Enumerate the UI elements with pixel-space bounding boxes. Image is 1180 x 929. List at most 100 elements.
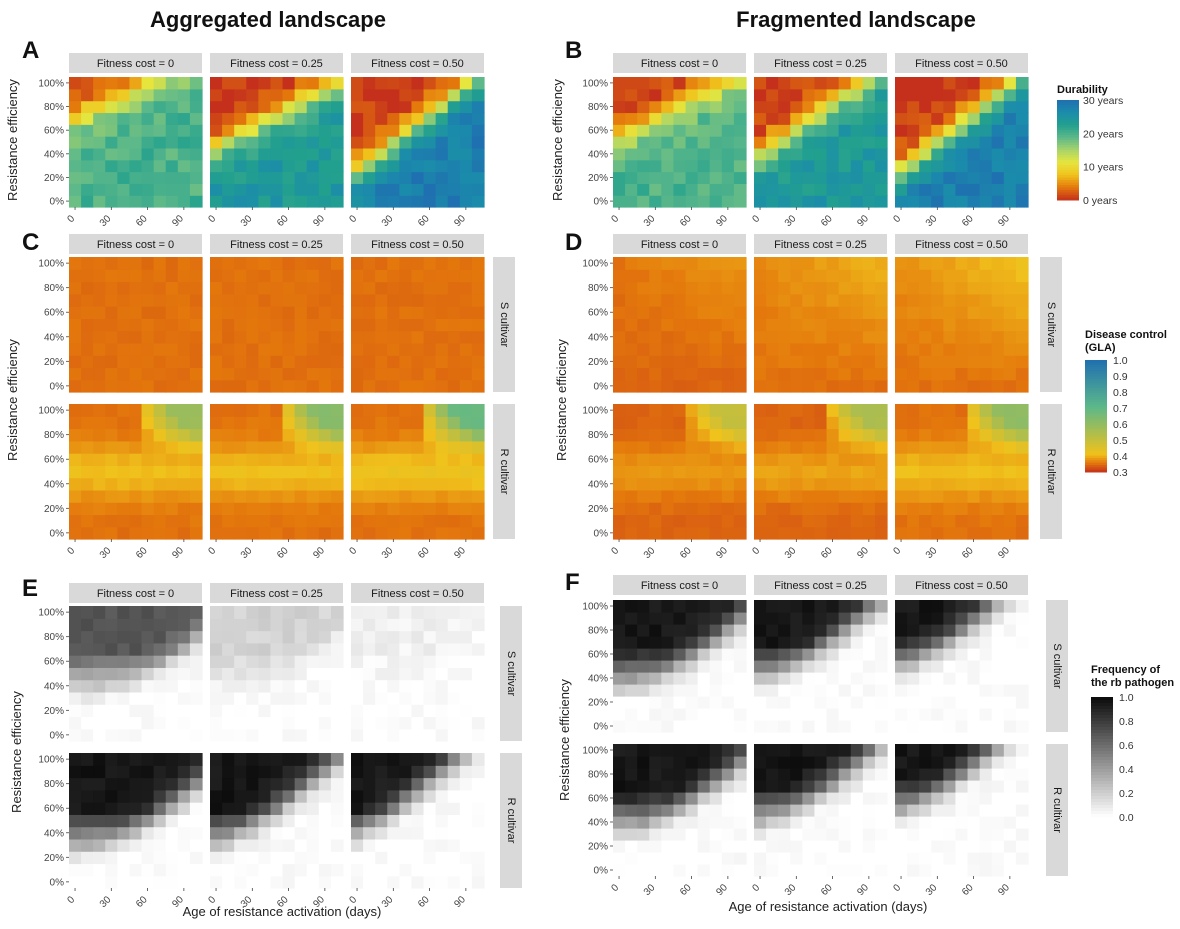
heatmap-cell [721, 136, 735, 149]
heatmap-cell [210, 330, 223, 344]
heatmap-cell [375, 257, 388, 270]
heatmap-cell [318, 428, 332, 442]
heatmap-cell [282, 691, 296, 705]
heatmap-cell [189, 618, 203, 632]
heatmap-cell [625, 136, 638, 149]
facet-strip-bg [754, 53, 887, 73]
heatmap-cell [754, 744, 767, 757]
heatmap-cell [649, 306, 662, 319]
x-tick-label: 30 [380, 213, 396, 229]
heatmap-cell [117, 514, 131, 528]
heatmap-cell [649, 502, 662, 516]
heatmap-cell [802, 367, 816, 381]
heatmap-cell [931, 840, 944, 853]
heatmap-cell [979, 367, 993, 381]
colorbar-step [1085, 453, 1107, 457]
heatmap-cell [459, 195, 473, 208]
colorbar-step [1085, 460, 1107, 464]
heatmap-cell [330, 124, 344, 137]
heatmap-cell [258, 367, 272, 381]
heatmap-cell [733, 696, 747, 709]
heatmap-cell [979, 171, 993, 184]
heatmap-cell [222, 655, 235, 668]
heatmap-cell [790, 792, 803, 805]
heatmap-cell [69, 416, 82, 430]
heatmap-cell [399, 679, 413, 693]
heatmap-cell [943, 828, 957, 841]
heatmap-cell [733, 852, 747, 865]
heatmap-cell [709, 183, 723, 196]
heatmap-cell [895, 477, 908, 491]
heatmap-cell [387, 88, 400, 102]
heatmap-cell [129, 477, 143, 491]
heatmap-cell [330, 875, 344, 889]
heatmap-cell [685, 502, 699, 516]
heatmap-cell [895, 367, 908, 381]
heatmap-cell [943, 756, 957, 769]
heatmap-cell [105, 171, 118, 184]
heatmap-cell [778, 404, 791, 417]
facet-strip-label: Fitness cost = 0.50 [915, 239, 1008, 251]
heatmap-cell [895, 612, 908, 625]
heatmap-cell [790, 840, 803, 853]
facet-strip: Fitness cost = 0.50 [351, 53, 484, 73]
heatmap-cell [258, 502, 272, 516]
heatmap-cell [435, 100, 449, 114]
heatmap-cell [943, 379, 957, 393]
heatmap-cell [363, 269, 376, 283]
heatmap-cell [991, 489, 1005, 503]
heatmap-cell [838, 465, 852, 479]
heatmap-cell [721, 330, 735, 344]
heatmap-cell [69, 630, 82, 644]
colorbar-step [1091, 700, 1113, 704]
heatmap-cell [471, 765, 485, 779]
x-tick-label: 60 [275, 213, 291, 229]
heatmap-cell [895, 195, 908, 208]
heatmap-cell [661, 852, 675, 865]
heatmap-cell [661, 828, 675, 841]
heatmap-cell [306, 691, 320, 705]
heatmap-cell [967, 293, 981, 307]
heatmap-cell [270, 765, 284, 779]
heatmap-cell [399, 514, 413, 528]
heatmap-cell [826, 147, 840, 161]
heatmap-cell [943, 744, 957, 757]
heatmap-cell [165, 514, 179, 528]
heatmap-cell [177, 777, 191, 791]
legend-frequency-label: 0.2 [1119, 788, 1134, 800]
y-tick-label: 100% [38, 608, 64, 619]
heatmap-cell [637, 648, 650, 661]
heatmap-cell [790, 124, 803, 137]
heatmap-cell [210, 789, 223, 803]
heatmap-cell [330, 159, 344, 173]
heatmap-cell [967, 696, 981, 709]
heatmap-cell [733, 416, 747, 430]
heatmap-cell [105, 851, 118, 865]
disease-colorbar [1085, 360, 1107, 473]
heatmap-cell [189, 269, 203, 283]
heatmap-cell [931, 77, 944, 90]
heatmap-cell [69, 875, 82, 889]
heatmap-cell [850, 306, 864, 319]
heatmap-cell [1003, 840, 1017, 853]
heatmap-cell [117, 440, 131, 454]
heatmap-cell [459, 367, 473, 381]
heatmap-cell [613, 672, 626, 685]
heatmap-cell [447, 667, 461, 681]
heatmap-cell [766, 489, 779, 503]
heatmap-cell [979, 195, 993, 208]
y-tick-label: 40% [588, 479, 608, 490]
heatmap-cell [375, 330, 388, 344]
heatmap-cell [685, 112, 699, 125]
heatmap-cell [411, 863, 425, 877]
heatmap-cell [105, 379, 118, 393]
heatmap-cell [306, 269, 320, 283]
heatmap-cell [955, 88, 969, 102]
heatmap-cell [246, 606, 259, 619]
heatmap-cell [318, 88, 332, 102]
heatmap-cell [246, 453, 259, 466]
colorbar-step [1057, 180, 1079, 183]
heatmap-cell [399, 826, 413, 840]
heatmap-cell [709, 100, 723, 114]
heatmap-cell [754, 465, 767, 479]
